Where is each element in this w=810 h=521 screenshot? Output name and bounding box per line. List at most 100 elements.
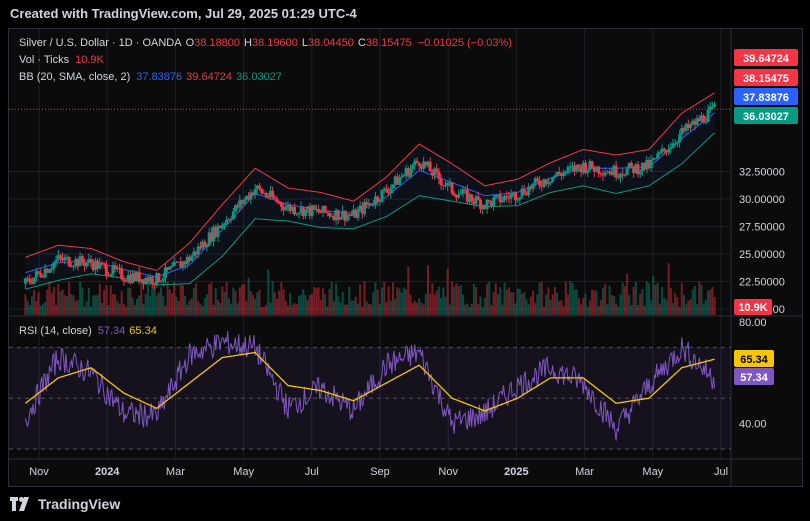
volume-bar — [105, 285, 108, 315]
candle-body — [328, 212, 332, 217]
candles — [23, 101, 717, 290]
volume-bar — [610, 295, 613, 315]
volume-bar — [680, 283, 683, 315]
time-tick-label: May — [642, 466, 663, 478]
volume-bar — [286, 305, 289, 315]
volume-bar — [146, 275, 149, 315]
volume-bar — [273, 292, 276, 315]
volume-bar — [361, 306, 364, 315]
volume-bar — [35, 300, 38, 315]
candle-body — [152, 283, 156, 285]
candle-body — [647, 159, 651, 168]
volume-bar — [164, 305, 167, 315]
price-badge-label: 39.64724 — [743, 53, 790, 65]
volume-bar — [315, 288, 318, 315]
volume-bar — [461, 294, 464, 315]
candle-body — [507, 197, 511, 199]
volume-bar — [87, 287, 90, 315]
candle-body — [540, 185, 544, 187]
volume-bar — [221, 286, 224, 315]
candle-body — [553, 175, 557, 177]
chart-frame[interactable]: 32.50000 30.00000 27.50000 25.00000 22.50000… — [8, 28, 803, 487]
candle-body — [96, 260, 100, 269]
volume-bar — [501, 304, 504, 315]
candle-body — [242, 199, 246, 204]
candle-body — [457, 194, 461, 198]
candle-body — [669, 147, 673, 150]
volume-bar — [674, 292, 677, 315]
candle-body — [308, 206, 312, 216]
candle-body — [505, 195, 509, 198]
volume-bar — [319, 299, 322, 315]
candle-body — [251, 192, 255, 196]
volume-bar — [551, 294, 554, 315]
candle-body — [654, 158, 658, 160]
volume-bar — [284, 300, 287, 315]
volume-bar — [190, 298, 193, 315]
volume-bar — [243, 283, 246, 315]
rsi-legend: RSI (14, close) 57.34 65.34 — [19, 325, 157, 337]
candle-body — [406, 168, 410, 177]
candle-body — [640, 162, 644, 172]
volume-bar — [402, 287, 405, 315]
candle-body — [531, 183, 535, 189]
candle-body — [124, 281, 128, 283]
candle-body — [76, 259, 80, 267]
candle-body — [511, 192, 515, 195]
volume-bar — [68, 282, 71, 315]
volume-bar — [81, 287, 84, 315]
volume-bar — [540, 281, 543, 315]
candle-body — [415, 160, 419, 163]
volume-bar — [632, 286, 635, 315]
volume-bar — [308, 295, 311, 315]
candle-body — [704, 121, 708, 123]
volume-bar — [238, 287, 241, 315]
candle-body — [288, 205, 292, 212]
candle-body — [258, 185, 262, 189]
candle-body — [142, 279, 146, 285]
volume-bar — [184, 296, 187, 315]
candle-body — [98, 262, 102, 269]
low-label: L — [302, 37, 308, 49]
candle-body — [236, 205, 240, 208]
candle-body — [634, 164, 638, 173]
candle-body — [23, 278, 27, 284]
candle-body — [524, 194, 528, 196]
volume-bar — [258, 289, 261, 315]
volume-label: Vol · Ticks — [19, 54, 70, 66]
volume-bar — [48, 281, 51, 315]
candle-body — [616, 177, 620, 179]
candle-body — [638, 171, 642, 175]
open-value: 38.18800 — [194, 37, 240, 49]
volume-bar — [400, 292, 403, 315]
volume-bar — [459, 285, 462, 315]
volume-bar — [103, 289, 106, 315]
candle-body — [380, 189, 384, 202]
time-tick-label: Jul — [714, 466, 728, 478]
candle-body — [699, 115, 703, 122]
volume-bar — [170, 293, 173, 315]
volume-bar — [245, 300, 248, 315]
tradingview-logo[interactable]: TradingView — [10, 496, 120, 512]
volume-bar — [597, 306, 600, 315]
candle-body — [463, 189, 467, 191]
close-label: C — [358, 37, 366, 49]
candle-body — [590, 161, 594, 169]
volume-bar — [564, 282, 567, 315]
candle-body — [196, 246, 200, 255]
chart-svg[interactable]: 32.50000 30.00000 27.50000 25.00000 22.50000… — [9, 29, 802, 486]
candle-body — [266, 196, 270, 198]
volume-bar — [571, 283, 574, 315]
candle-body — [345, 215, 349, 221]
price-badge — [734, 107, 798, 124]
volume-bar — [125, 306, 128, 315]
volume-bar — [381, 287, 384, 315]
candle-body — [614, 165, 618, 178]
candle-body — [63, 257, 67, 261]
price-badge-label: 38.15475 — [743, 73, 789, 85]
candle-body — [621, 173, 625, 175]
volume-bar — [573, 289, 576, 315]
candle-body — [253, 189, 257, 196]
candle-body — [557, 172, 561, 175]
candle-body — [159, 281, 163, 283]
